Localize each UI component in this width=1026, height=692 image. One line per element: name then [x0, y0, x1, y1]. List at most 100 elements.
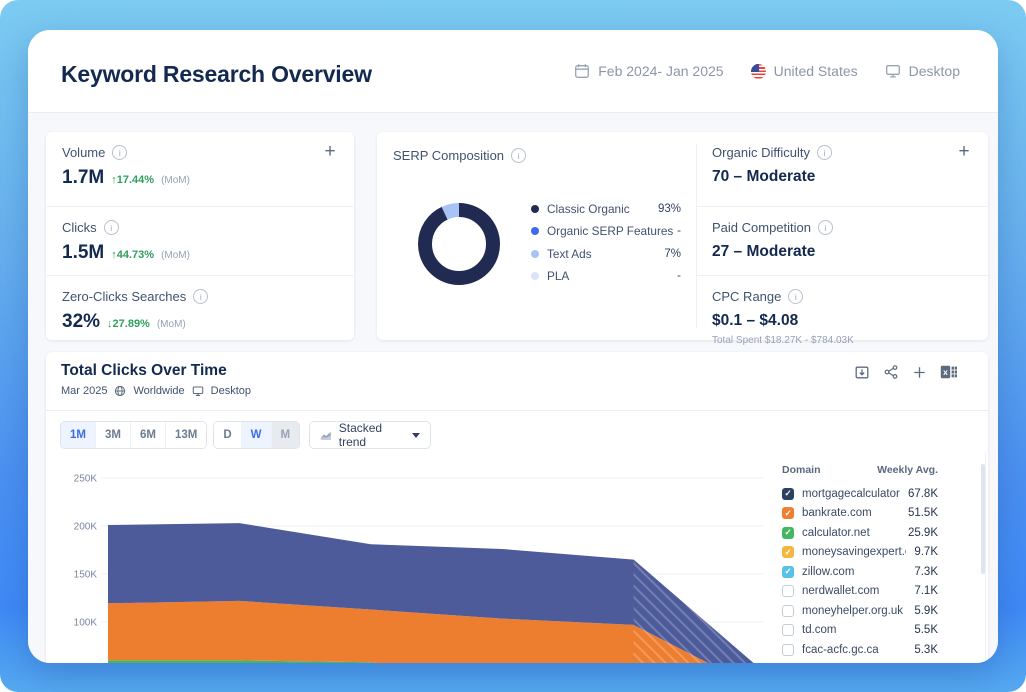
stacked-area-chart[interactable]: 250K 200K 150K 100K: [46, 452, 786, 663]
weekly-avg-value: 5.3K: [914, 643, 938, 656]
serp-donut-chart: [416, 201, 502, 287]
chart-device-label: Desktop: [210, 385, 251, 397]
weekly-avg-value: 7.1K: [914, 585, 938, 598]
country-control[interactable]: United States: [750, 63, 858, 79]
chart-view-dropdown[interactable]: Stacked trend: [309, 421, 432, 449]
metric-section-organic-difficulty: Organic Difficulty i 70 – Moderate: [696, 132, 988, 206]
globe-icon: [115, 385, 126, 397]
info-icon[interactable]: i: [818, 220, 833, 235]
calendar-icon: [575, 64, 590, 78]
legend-scrollbar-track: [985, 452, 986, 663]
domain-column-header: Domain: [782, 464, 821, 476]
weekly-avg-value: 5.5K: [914, 624, 938, 637]
weekly-avg-value: 51.5K: [907, 507, 938, 520]
granularity-button-w[interactable]: W: [240, 422, 271, 448]
serp-legend-item-pla: PLA -: [531, 265, 681, 287]
legend-table-header: Domain Weekly Avg.: [782, 464, 938, 476]
metric-value: $0.1 – $4.08: [712, 312, 799, 329]
domain-checkbox[interactable]: [782, 624, 794, 637]
add-compare-icon[interactable]: [912, 365, 927, 380]
weekly-avg-value: 5.9K: [914, 604, 938, 617]
device-control[interactable]: Desktop: [885, 63, 960, 79]
legend-row-bankrate-com[interactable]: ✓ bankrate.com 51.5K: [782, 504, 938, 524]
legend-row-fcac-acfc-gc-ca[interactable]: fcac-acfc.gc.ca 5.3K: [782, 640, 938, 660]
info-icon[interactable]: i: [112, 145, 128, 160]
weekly-avg-value: 9.7K: [914, 546, 938, 559]
stacked-trend-icon: [320, 431, 331, 440]
serp-legend-value: -: [677, 225, 681, 238]
domain-label: calculator.net: [802, 526, 870, 539]
area-calculator-net: [108, 660, 377, 663]
legend-row-zillow-com[interactable]: ✓ zillow.com 7.3K: [782, 562, 938, 582]
page-title: Keyword Research Overview: [61, 61, 372, 87]
scope-label: Worldwide: [133, 385, 185, 397]
granularity-button-m[interactable]: M: [270, 422, 300, 448]
add-difficulty-metric-button[interactable]: +: [952, 140, 976, 164]
svg-text:100K: 100K: [74, 618, 98, 629]
device-label: Desktop: [908, 63, 960, 79]
serp-and-difficulty-card: SERP Composition i Classic Organic 93% O…: [377, 132, 988, 346]
info-icon[interactable]: i: [817, 145, 833, 160]
area-mortgagecalculator-org: [108, 523, 754, 663]
section-title: Total Clicks Over Time: [61, 362, 227, 379]
info-icon[interactable]: i: [788, 289, 804, 304]
legend-row-mortgagecalculator-org[interactable]: ✓ mortgagecalculator.org 67.8K: [782, 484, 938, 504]
svg-text:250K: 250K: [74, 474, 98, 485]
serp-legend-value: -: [677, 270, 681, 283]
area-bankrate-com: [108, 600, 709, 663]
domain-label: moneysavingexpert.com: [802, 546, 906, 559]
domain-label: mortgagecalculator.org: [802, 487, 900, 500]
domain-checkbox[interactable]: ✓: [782, 546, 794, 559]
domain-checkbox[interactable]: [782, 643, 794, 656]
share-icon[interactable]: [883, 364, 899, 380]
legend-table: ✓ mortgagecalculator.org 67.8K ✓ bankrat…: [782, 484, 938, 660]
metric-value: 1.5M: [62, 242, 105, 263]
domain-checkbox[interactable]: [782, 585, 794, 598]
svg-text:x: x: [943, 367, 948, 377]
metric-label: CPC Range: [712, 289, 782, 304]
app-window: Keyword Research Overview Feb 2024- Jan …: [28, 30, 998, 663]
domain-label: td.com: [802, 624, 837, 637]
add-metric-button[interactable]: +: [318, 140, 342, 164]
country-label: United States: [773, 63, 858, 79]
domain-checkbox[interactable]: [782, 604, 794, 617]
report-header: Keyword Research Overview Feb 2024- Jan …: [28, 30, 998, 113]
range-button-6m[interactable]: 6M: [129, 422, 165, 448]
time-range-group: 1M 3M 6M 13M: [60, 421, 208, 449]
info-icon[interactable]: i: [511, 148, 527, 163]
range-button-3m[interactable]: 3M: [94, 422, 130, 448]
range-button-1m[interactable]: 1M: [61, 422, 95, 448]
legend-dot-icon: [531, 249, 539, 258]
legend-scrollbar[interactable]: [981, 464, 985, 574]
domain-checkbox[interactable]: ✓: [782, 487, 794, 500]
domain-checkbox[interactable]: ✓: [782, 507, 794, 520]
excel-export-icon[interactable]: x: [940, 364, 958, 380]
date-range-control[interactable]: Feb 2024- Jan 2025: [574, 63, 724, 79]
chart-actions: x: [854, 364, 958, 380]
legend-dot-icon: [531, 272, 539, 281]
weekly-avg-value: 67.8K: [907, 487, 938, 500]
metric-label: Clicks: [62, 220, 97, 235]
info-icon[interactable]: i: [193, 289, 209, 304]
serp-legend-label: Classic Organic: [547, 202, 630, 217]
legend-row-calculator-net[interactable]: ✓ calculator.net 25.9K: [782, 523, 938, 543]
legend-row-td-com[interactable]: td.com 5.5K: [782, 621, 938, 641]
legend-row-moneyhelper-org-uk[interactable]: moneyhelper.org.uk 5.9K: [782, 601, 938, 621]
range-button-13m[interactable]: 13M: [164, 422, 207, 448]
download-icon[interactable]: [854, 364, 870, 380]
legend-row-moneysavingexpert-com[interactable]: ✓ moneysavingexpert.com 9.7K: [782, 543, 938, 563]
header-divider: [46, 410, 988, 411]
metric-label: Organic Difficulty: [712, 145, 811, 160]
domain-checkbox[interactable]: ✓: [782, 565, 794, 578]
serp-legend-value: 93%: [657, 203, 681, 216]
domain-checkbox[interactable]: ✓: [782, 526, 794, 539]
info-icon[interactable]: i: [103, 220, 119, 235]
desktop-icon: [885, 65, 900, 78]
legend-row-nerdwallet-com[interactable]: nerdwallet.com 7.1K: [782, 582, 938, 602]
legend-dot-icon: [531, 227, 539, 236]
metric-value: 1.7M: [62, 167, 105, 188]
metric-section-zero-clicks-searches: Zero-Clicks Searches i 32% ↓27.89% (MoM): [46, 275, 354, 340]
domain-label: zillow.com: [802, 565, 855, 578]
granularity-button-d[interactable]: D: [214, 422, 241, 448]
